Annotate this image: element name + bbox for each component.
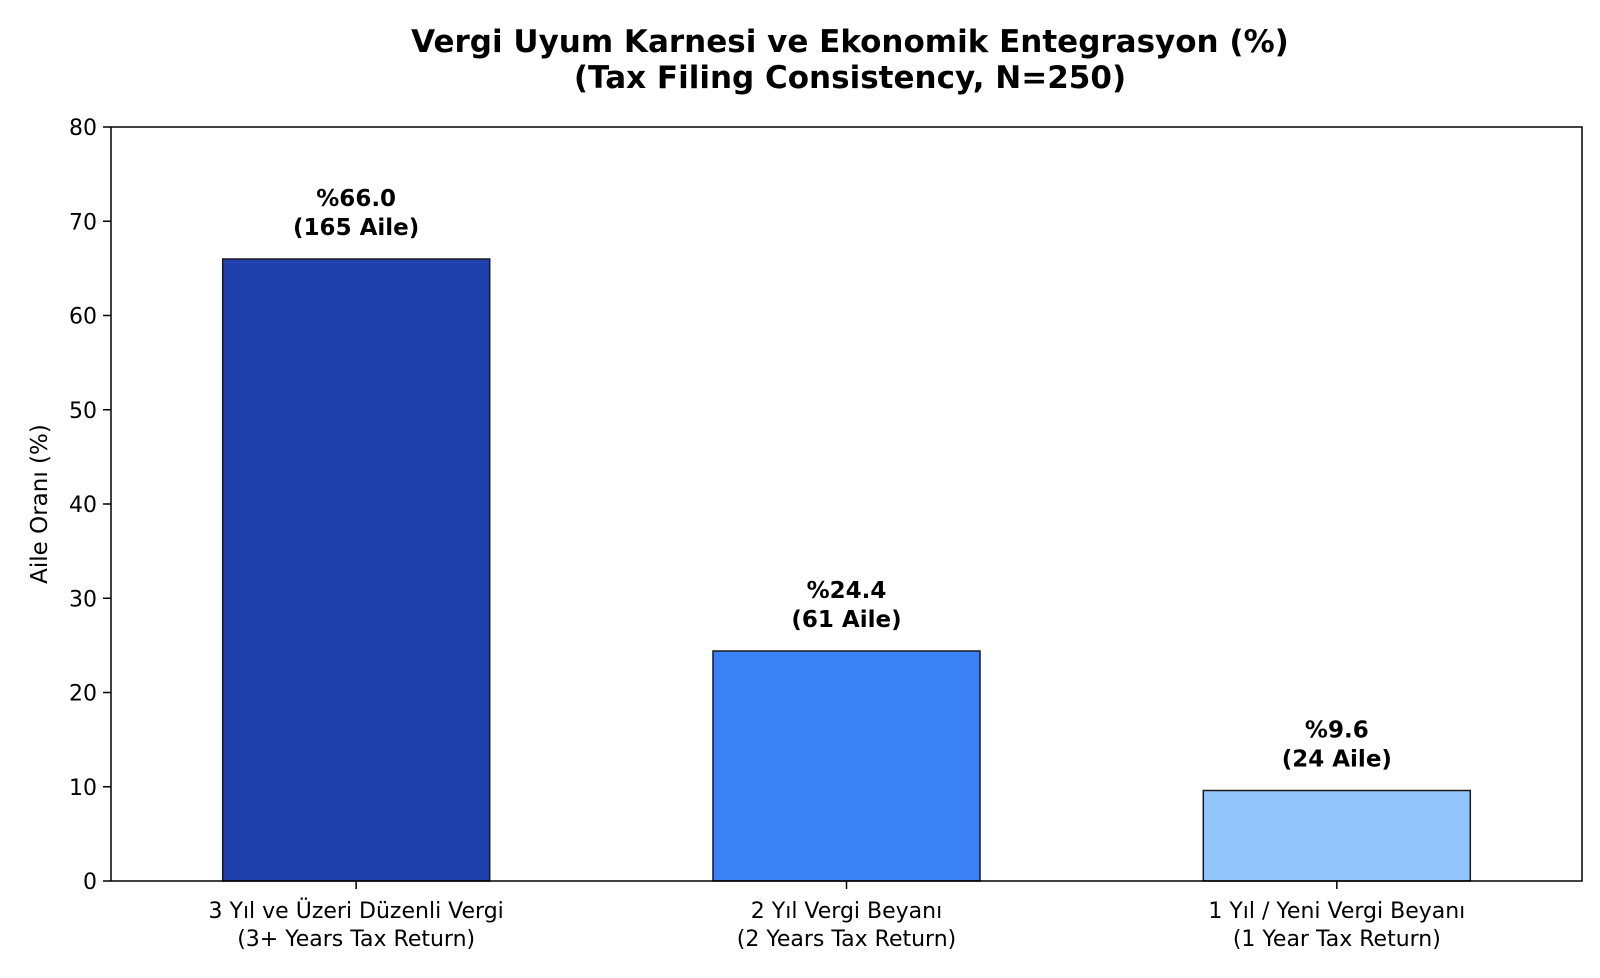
x-category-label: (3+ Years Tax Return) [237, 927, 475, 952]
bar-value-label: (61 Aile) [791, 607, 901, 633]
x-category-label: 1 Yıl / Yeni Vergi Beyanı [1208, 899, 1465, 924]
y-tick-label: 50 [69, 399, 97, 424]
chart-title: Vergi Uyum Karnesi ve Ekonomik Entegrasy… [411, 24, 1289, 96]
bar-1 [221, 258, 491, 882]
x-category-label: 3 Yıl ve Üzeri Düzenli Vergi [209, 898, 504, 924]
bar-2 [712, 650, 981, 882]
y-tick-label: 70 [69, 210, 97, 235]
bar-value-labels: %66.0 (165 Aile) %24.4 (61 Aile) %9.6 (24 Ail… [293, 186, 1392, 773]
chart-title-line-2: (Tax Filing Consistency, N=250) [574, 60, 1126, 96]
y-axis-label: Aile Oranı (%) [27, 424, 53, 584]
bar-3 [1202, 789, 1472, 882]
bar-value-label: (24 Aile) [1282, 747, 1392, 773]
y-tick-label: 40 [69, 493, 97, 518]
bar-value-label: (165 Aile) [293, 215, 419, 241]
y-tick-label: 20 [69, 682, 97, 707]
bar-value-label: %9.6 [1305, 718, 1369, 744]
y-axis: 0 10 20 30 40 50 60 70 80 [69, 116, 111, 895]
x-category-label: 2 Yıl Vergi Beyanı [751, 899, 942, 924]
x-category-label: (2 Years Tax Return) [737, 927, 956, 952]
chart-title-line-1: Vergi Uyum Karnesi ve Ekonomik Entegrasy… [411, 24, 1289, 60]
y-tick-label: 10 [69, 776, 97, 801]
y-tick-label: 30 [69, 587, 97, 612]
x-category-label: (1 Year Tax Return) [1233, 927, 1441, 952]
x-axis: 3 Yıl ve Üzeri Düzenli Vergi (3+ Years Ta… [209, 881, 1465, 952]
y-tick-label: 0 [83, 870, 97, 895]
bar-value-label: %24.4 [807, 578, 887, 604]
bars [221, 258, 1472, 882]
bar-value-label: %66.0 [316, 186, 396, 212]
y-tick-label: 60 [69, 305, 97, 330]
y-tick-label: 80 [69, 116, 97, 141]
